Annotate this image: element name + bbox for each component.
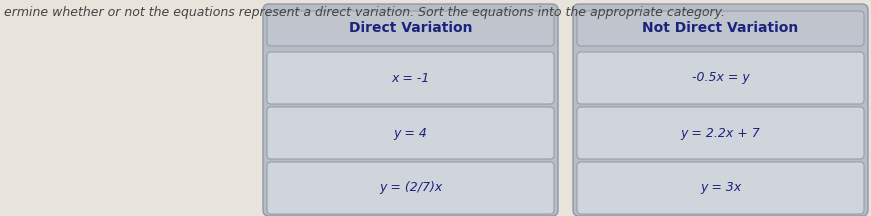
Text: Direct Variation: Direct Variation	[348, 22, 472, 35]
Text: y = 3x: y = 3x	[700, 181, 741, 194]
FancyBboxPatch shape	[577, 162, 864, 214]
FancyBboxPatch shape	[263, 4, 558, 216]
Text: y = 4: y = 4	[394, 127, 428, 140]
Text: Not Direct Variation: Not Direct Variation	[643, 22, 799, 35]
FancyBboxPatch shape	[267, 107, 554, 159]
FancyBboxPatch shape	[267, 162, 554, 214]
Text: y = 2.2x + 7: y = 2.2x + 7	[680, 127, 760, 140]
FancyBboxPatch shape	[577, 107, 864, 159]
Text: y = (2/7)x: y = (2/7)x	[379, 181, 442, 194]
Text: ermine whether or not the equations represent a direct variation. Sort the equat: ermine whether or not the equations repr…	[4, 6, 725, 19]
Text: -0.5x = y: -0.5x = y	[692, 71, 749, 84]
FancyBboxPatch shape	[577, 11, 864, 46]
FancyBboxPatch shape	[573, 4, 868, 216]
Text: x = -1: x = -1	[391, 71, 429, 84]
FancyBboxPatch shape	[577, 52, 864, 104]
FancyBboxPatch shape	[267, 11, 554, 46]
FancyBboxPatch shape	[267, 52, 554, 104]
